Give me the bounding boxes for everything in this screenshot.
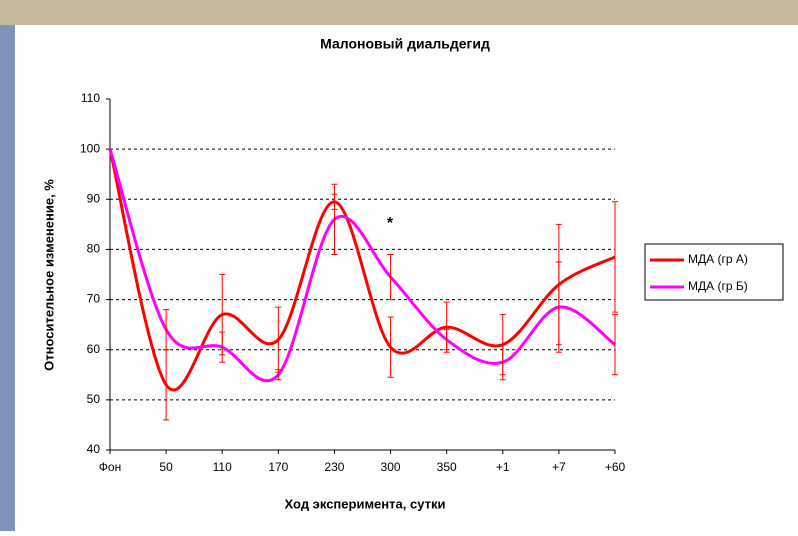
page: Малоновый диальдегид Ход эксперимента, с…: [0, 0, 798, 531]
x-tick-label: +7: [552, 460, 566, 474]
x-tick-label: Фон: [99, 460, 121, 474]
x-tick-label: 230: [324, 460, 344, 474]
x-tick-label: 170: [268, 460, 288, 474]
x-tick-label: 50: [159, 460, 173, 474]
y-tick-label: 60: [87, 342, 101, 356]
x-tick-label: +60: [605, 460, 626, 474]
y-tick-label: 70: [87, 292, 101, 306]
y-tick-label: 50: [87, 392, 101, 406]
y-tick-label: 40: [87, 442, 101, 456]
y-tick-label: 100: [80, 141, 100, 155]
x-tick-label: 350: [437, 460, 457, 474]
legend-label: МДА (гр Б): [688, 279, 748, 293]
y-axis-label: Относительное изменение, %: [41, 179, 56, 371]
chart: Малоновый диальдегид Ход эксперимента, с…: [0, 0, 798, 531]
x-tick-label: 300: [381, 460, 401, 474]
x-axis-label: Ход эксперимента, сутки: [285, 496, 446, 511]
x-tick-label: +1: [496, 460, 510, 474]
y-tick-label: 110: [81, 91, 100, 105]
y-tick-label: 90: [87, 191, 101, 205]
annotation: *: [387, 215, 394, 232]
legend-label: МДА (гр А): [688, 252, 748, 266]
y-tick-label: 80: [87, 242, 101, 256]
background-strip: [0, 25, 15, 531]
chart-title: Малоновый диальдегид: [320, 36, 490, 52]
x-tick-label: 110: [213, 460, 232, 474]
